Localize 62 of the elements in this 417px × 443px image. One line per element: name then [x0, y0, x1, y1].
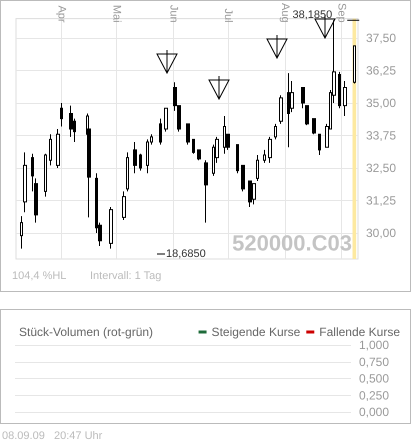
- candlestick: [139, 153, 142, 172]
- y-tick-label: 32,50: [366, 161, 396, 176]
- candlestick: [126, 152, 129, 192]
- candlestick: [343, 80, 347, 117]
- legend-label: Steigende Kurse: [212, 325, 301, 339]
- candlestick: [274, 123, 277, 140]
- candlestick: [23, 152, 27, 213]
- text: 104,4 %HL: [12, 270, 66, 282]
- annotation: 38,1850: [292, 8, 332, 21]
- candlestick: [223, 116, 226, 154]
- candlestick: [301, 86, 305, 109]
- x-tick-label: Apr: [56, 5, 68, 23]
- y-tick-label: 0,000: [359, 405, 390, 419]
- x-tick-label: Sep: [336, 2, 348, 23]
- candlestick: [256, 154, 259, 182]
- text: 08.09.09 20:47 Uhr: [2, 430, 103, 442]
- annotation: 18,6850: [166, 248, 206, 260]
- candlestick: [338, 71, 341, 109]
- y-tick-label: 0,500: [359, 372, 390, 386]
- y-tick-label: 31,25: [366, 194, 396, 208]
- legend-label: Fallende Kurse: [319, 325, 400, 339]
- candlestick: [279, 94, 283, 124]
- candlestick: [133, 142, 137, 174]
- y-tick-label: 1,000: [359, 338, 390, 352]
- candlestick: [252, 183, 256, 205]
- candlestick: [44, 153, 47, 198]
- candlestick: [305, 105, 309, 126]
- candlestick: [204, 160, 208, 224]
- text: Intervall: 1 Tag: [90, 270, 162, 282]
- y-tick-label: 36,25: [366, 64, 396, 78]
- candlestick: [268, 136, 272, 164]
- candlestick: [236, 144, 239, 174]
- candlestick: [192, 138, 195, 154]
- candlestick: [318, 134, 321, 156]
- candlestick: [312, 118, 316, 135]
- candlestick: [241, 164, 245, 192]
- x-tick-label: Jul: [222, 8, 234, 23]
- candlestick: [353, 45, 356, 84]
- candlestick: [287, 72, 290, 148]
- candlestick: [159, 118, 162, 146]
- y-tick-label: 37,50: [366, 31, 396, 46]
- y-tick-label: 35,00: [366, 96, 396, 110]
- x-tick-label: Mai: [110, 4, 123, 23]
- y-tick-label: 0,750: [359, 354, 390, 369]
- candlestick: [20, 216, 23, 250]
- candlestick: [263, 149, 266, 164]
- candlestick: [122, 190, 126, 221]
- candlestick: [248, 180, 252, 208]
- candlestick: [109, 206, 113, 250]
- candlestick: [164, 108, 168, 132]
- candlestick: [49, 134, 52, 166]
- x-tick-label: Aug: [278, 2, 291, 23]
- chart-title: Stück-Volumen (rot-grün): [19, 325, 154, 339]
- candlestick: [56, 128, 60, 169]
- x-tick-label: Jun: [167, 4, 180, 23]
- y-tick-label: 30,00: [366, 226, 396, 240]
- y-tick-label: 0,250: [359, 388, 390, 402]
- candlestick: [60, 102, 63, 127]
- candlestick: [197, 149, 201, 161]
- y-tick-label: 33,75: [366, 128, 396, 143]
- candlestick: [186, 123, 190, 146]
- annotation: 520000.C03: [232, 230, 352, 256]
